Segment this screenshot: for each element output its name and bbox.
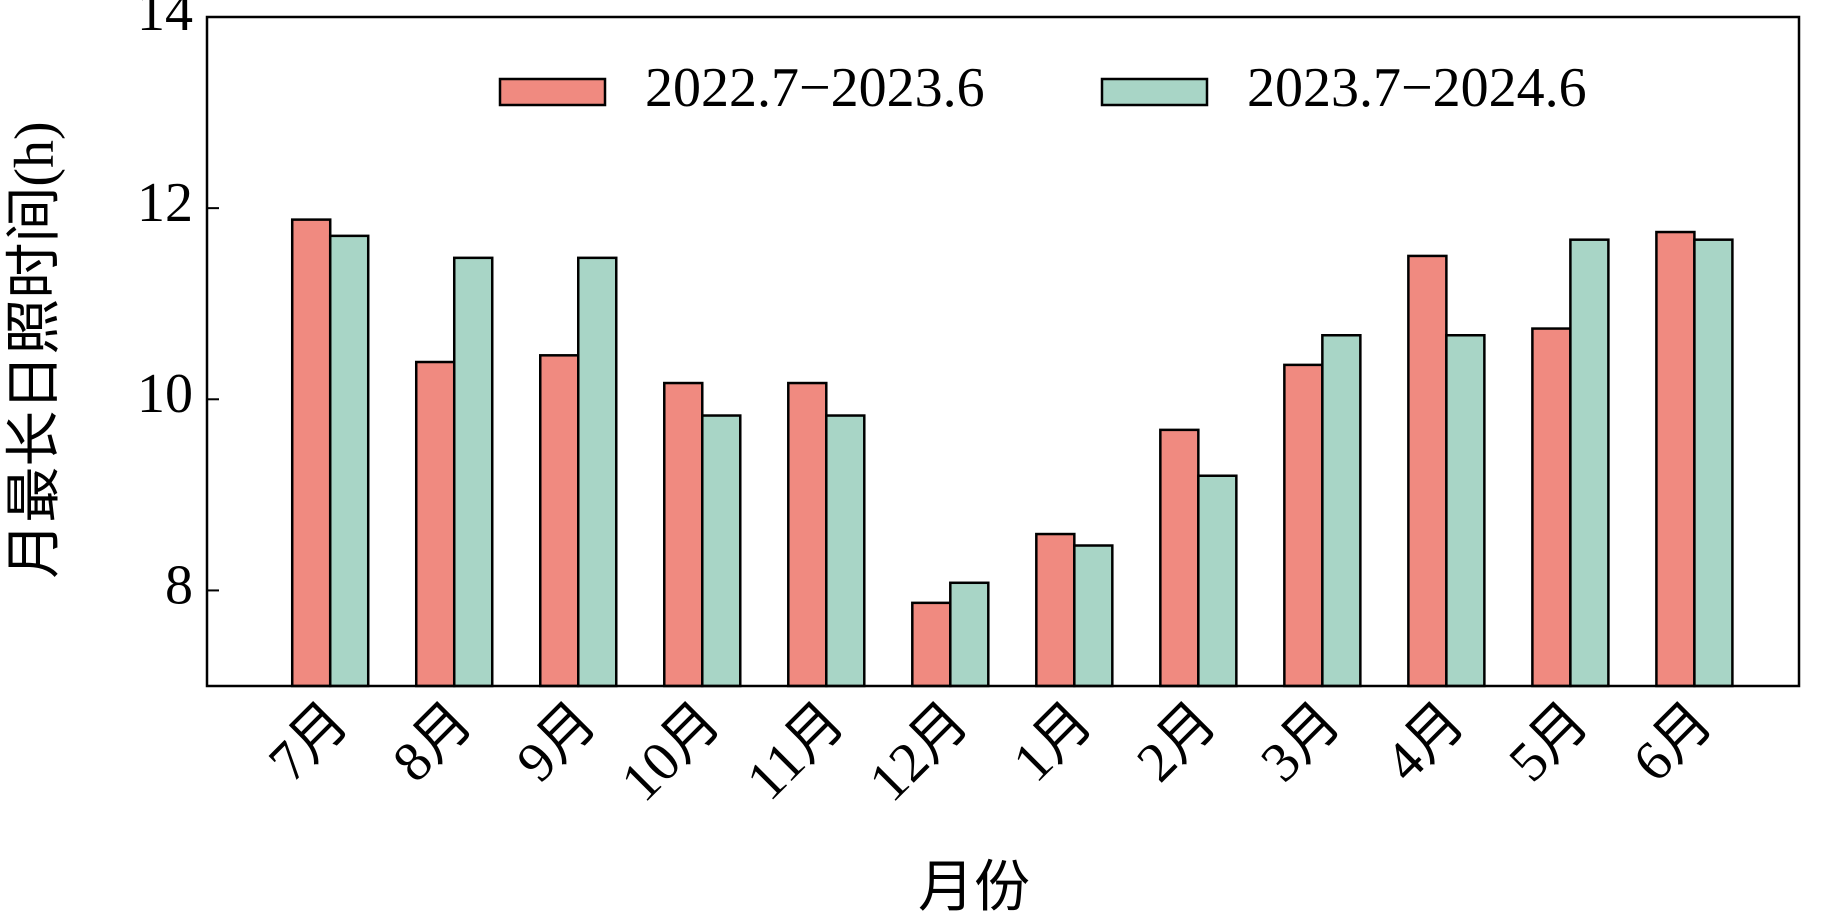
bar [1197, 474, 1238, 688]
bar [414, 360, 456, 688]
legend-swatch [498, 77, 607, 107]
bar [1035, 532, 1076, 688]
bar [1407, 254, 1448, 688]
bar [577, 256, 618, 688]
x-tick-label: 4月 [1373, 690, 1476, 793]
x-tick-label: 10月 [610, 690, 733, 813]
y-tick-label: 12 [137, 172, 193, 234]
y-tick-label: 8 [165, 554, 193, 616]
y-tick-label: 10 [137, 363, 193, 425]
bar [1693, 238, 1734, 688]
bar [911, 601, 952, 688]
x-tick-label: 11月 [735, 690, 857, 812]
bar [1655, 230, 1696, 688]
bar [1283, 363, 1324, 688]
bar [701, 414, 742, 688]
legend-swatch [1100, 77, 1209, 107]
plot-frame [205, 15, 1801, 688]
bar [539, 354, 580, 688]
bar [290, 218, 332, 688]
bar [1445, 334, 1486, 688]
bar [663, 381, 704, 688]
bar [328, 234, 370, 688]
x-tick-label: 8月 [381, 690, 484, 793]
bar [1569, 238, 1610, 688]
x-axis-label: 月份 [918, 857, 1030, 919]
x-tick-label: 5月 [1497, 690, 1600, 793]
x-tick-label: 6月 [1621, 690, 1724, 793]
bar [1073, 544, 1114, 688]
bar [787, 381, 828, 688]
x-tick-label: 1月 [1001, 690, 1104, 793]
bar [949, 581, 990, 688]
x-tick-label: 9月 [505, 690, 608, 793]
x-tick-label: 2月 [1125, 690, 1228, 793]
x-tick-label: 3月 [1249, 690, 1352, 793]
x-tick-label: 12月 [858, 690, 981, 813]
legend-label: 2022.7−2023.6 [645, 57, 985, 119]
bar [1531, 327, 1572, 688]
bar [1321, 334, 1362, 688]
y-axis-label: 月最长日照时间(h) [4, 121, 66, 578]
bar [825, 414, 866, 688]
y-tick-label: 14 [137, 0, 193, 43]
x-tick-label: 7月 [257, 690, 360, 793]
bar [1159, 428, 1200, 688]
bar [452, 256, 494, 688]
legend-label: 2023.7−2024.6 [1247, 57, 1587, 119]
